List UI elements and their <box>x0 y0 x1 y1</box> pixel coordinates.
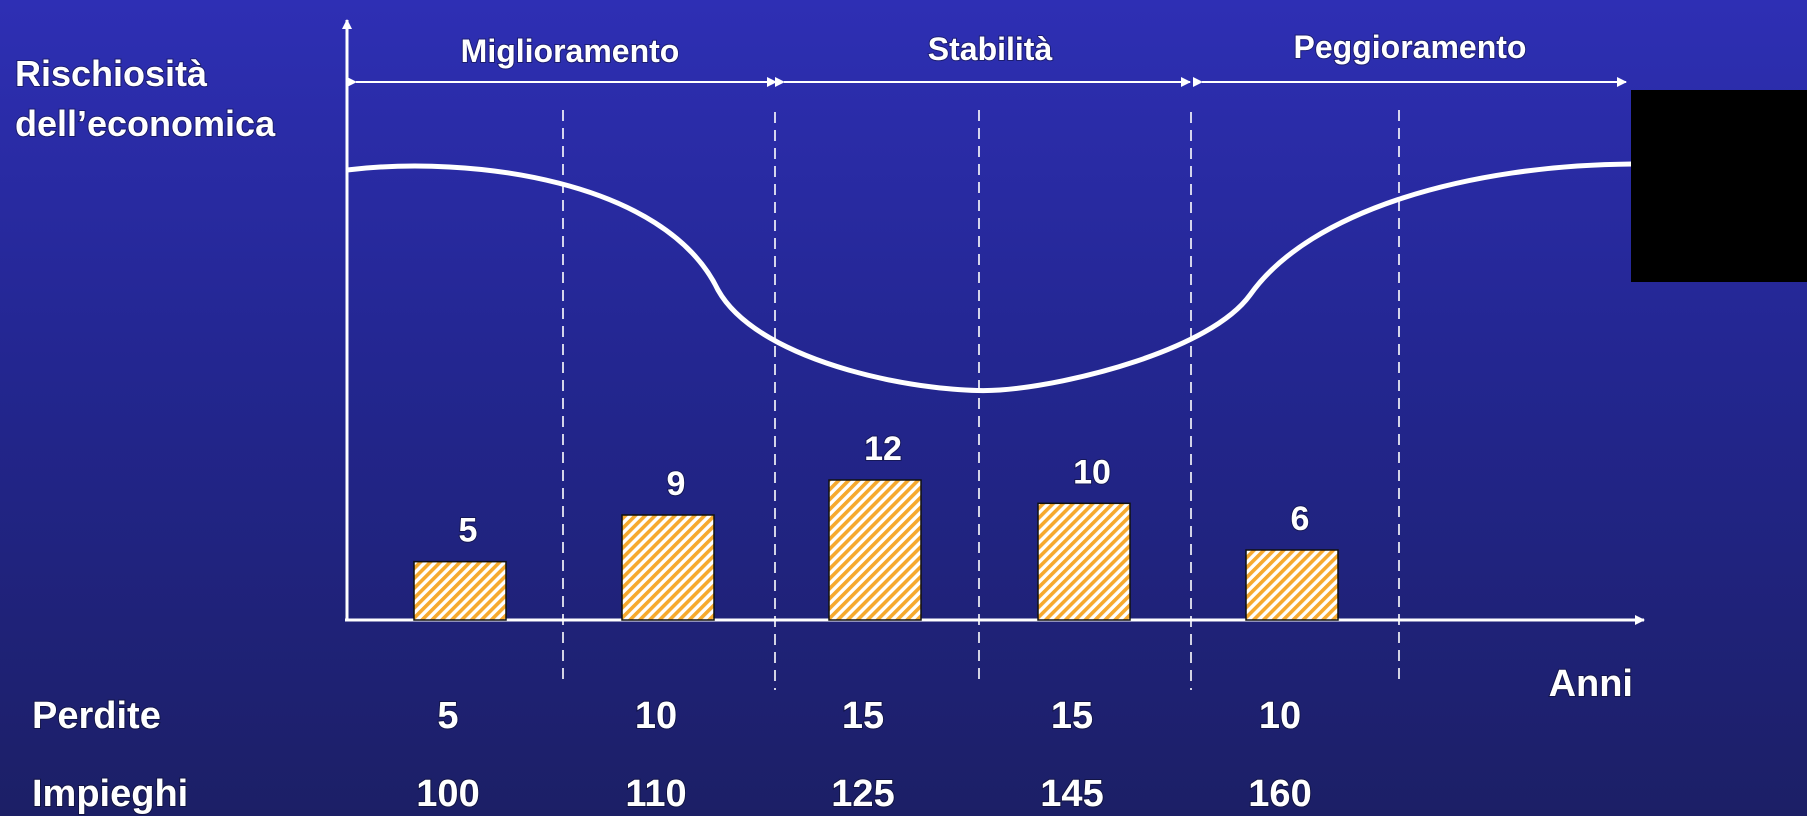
table-row-label-perdite: Perdite <box>32 695 161 737</box>
table-cell-perdite-5: 10 <box>1259 695 1301 737</box>
bar-value-label-5: 6 <box>1291 500 1310 538</box>
table-cell-impieghi-1: 100 <box>416 773 479 815</box>
y-axis-label-line2: dell’economica <box>15 103 276 144</box>
y-axis-label-line1: Rischiosità <box>15 53 208 94</box>
table-row-label-impieghi: Impieghi <box>32 773 188 815</box>
table-cell-perdite-4: 15 <box>1051 695 1093 737</box>
x-axis-label: Anni <box>1549 663 1633 705</box>
period-dividers <box>562 110 1400 690</box>
table-cell-perdite-3: 15 <box>842 695 884 737</box>
bar-2 <box>621 514 715 621</box>
bar-4 <box>1037 502 1131 621</box>
table-cell-impieghi-4: 145 <box>1040 773 1103 815</box>
phase-label-peggioramento: Peggioramento <box>1294 29 1527 65</box>
table-cell-impieghi-2: 110 <box>625 773 686 815</box>
bars-group <box>413 479 1339 621</box>
table-cell-impieghi-5: 160 <box>1248 773 1311 815</box>
bar-3 <box>828 479 922 621</box>
phase-label-miglioramento: Miglioramento <box>461 33 680 69</box>
table-values: 5 10 15 15 10 100 110 125 145 160 <box>415 694 1312 816</box>
table-cell-impieghi-3: 125 <box>831 773 894 815</box>
black-rectangle <box>1631 90 1807 282</box>
table-cell-perdite-2: 10 <box>635 695 677 737</box>
bar-value-labels: 5 9 12 10 6 <box>458 429 1311 551</box>
bar-value-label-2: 9 <box>667 465 686 503</box>
phase-label-stabilita: Stabilità <box>928 31 1053 67</box>
bar-1 <box>413 560 507 621</box>
bar-value-label-3: 12 <box>864 430 902 468</box>
bar-5 <box>1245 549 1339 621</box>
risk-curve <box>346 161 1633 393</box>
bar-value-label-1: 5 <box>459 512 478 550</box>
bar-value-label-4: 10 <box>1073 453 1111 491</box>
table-cell-perdite-1: 5 <box>437 695 458 737</box>
